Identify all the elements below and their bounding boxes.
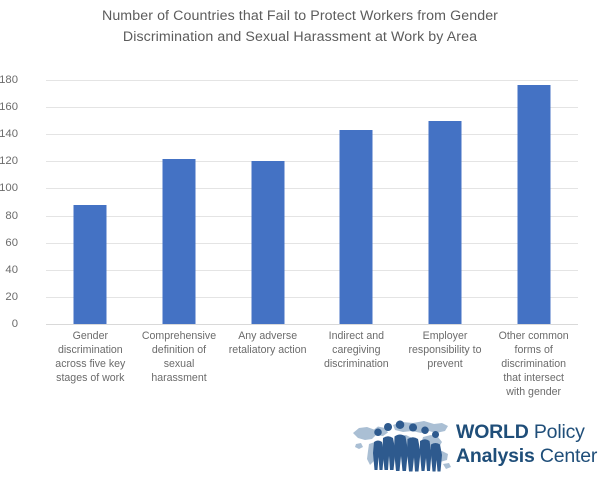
x-axis-category-line: Any adverse — [238, 330, 298, 342]
x-axis-category-line: Employer — [422, 330, 468, 342]
gridline-180 — [46, 80, 578, 81]
gridline-160 — [46, 107, 578, 109]
y-axis-tick-label: 100 — [0, 182, 18, 195]
bar[interactable] — [251, 161, 285, 324]
x-axis-category-line: Other common — [498, 330, 569, 342]
logo-analysis: Analysis — [456, 445, 535, 467]
bar[interactable] — [517, 85, 551, 324]
gridline-100 — [46, 188, 578, 190]
bar[interactable] — [162, 158, 196, 324]
logo-center: Center — [534, 445, 598, 467]
x-axis-category-line: Comprehensive — [141, 330, 217, 342]
gridline-40 — [46, 269, 578, 271]
gridline-20 — [46, 296, 578, 298]
gridline-140 — [46, 134, 578, 136]
y-axis-tick-label: 0 — [11, 318, 18, 330]
x-axis-category-line: prevent — [427, 358, 463, 370]
x-axis-category-line: discrimination — [323, 358, 389, 370]
x-axis-category-line: with gender — [506, 386, 562, 398]
x-axis-category-label: Any adverse retaliatory action — [220, 329, 316, 357]
x-axis-category-line: caregiving — [332, 344, 381, 356]
x-axis-category-line: forms of — [514, 344, 553, 356]
y-axis-tick-label: 180 — [0, 74, 18, 86]
x-axis-category-label: Other common forms of discrimination that i… — [486, 329, 582, 399]
x-axis-category-line: definition of — [151, 344, 207, 356]
x-axis-category-line: responsibility to — [408, 344, 482, 356]
chart-title: Number of Countries that Fail to Protect… — [101, 8, 499, 45]
gridline-60 — [46, 242, 578, 244]
x-axis-category-line: stages of work — [56, 372, 125, 384]
logo-policy: Policy — [528, 421, 585, 443]
y-axis-tick-label: 120 — [0, 155, 18, 168]
x-axis-category-line: across five key — [55, 358, 126, 370]
y-axis-tick-label: 160 — [0, 101, 18, 114]
y-axis-tick-label: 80 — [5, 209, 18, 222]
x-axis-category-line: sexual — [163, 358, 195, 370]
logo-world: WORLD — [456, 421, 529, 443]
x-axis-labels: Gender discrimination across five key stage… — [46, 329, 578, 409]
y-axis-tick-label: 140 — [0, 128, 18, 141]
logo-text: WORLD Policy Analysis Center — [456, 420, 597, 468]
y-axis-tick-label: 40 — [5, 263, 18, 276]
plot-area: 0 20 40 60 80 100 120 140 160 180 — [0, 74, 578, 330]
x-axis-category-line: retaliatory action — [228, 344, 307, 356]
bar[interactable] — [428, 120, 462, 324]
gridline-120 — [46, 161, 578, 163]
gridline-0 — [46, 324, 578, 325]
x-axis-category-label: Comprehensive definition of sexual harassme… — [131, 329, 227, 385]
x-axis-category-label: Indirect and caregiving discrimination — [308, 329, 404, 371]
bar[interactable] — [339, 130, 373, 324]
logo-line-2: Analysis Center — [456, 444, 597, 468]
x-axis-category-line: that intersect — [503, 372, 564, 384]
x-axis-category-label: Employer responsibility to prevent — [397, 329, 493, 371]
world-map-people-icon — [353, 420, 451, 472]
world-policy-analysis-center-logo: WORLD Policy Analysis Center — [350, 414, 597, 476]
x-axis-category-line: Indirect and — [328, 330, 384, 342]
logo-line-1: WORLD Policy — [456, 420, 597, 444]
y-axis-tick-label: 60 — [5, 236, 18, 249]
x-axis-category-label: Gender discrimination across five key stage… — [42, 329, 138, 385]
x-axis-category-line: discrimination — [501, 358, 567, 370]
bar[interactable] — [73, 204, 107, 324]
gridline-80 — [46, 215, 578, 217]
bar-series — [46, 80, 578, 324]
y-axis-tick-label: 20 — [5, 290, 18, 303]
x-axis-category-line: discrimination — [57, 344, 123, 356]
x-axis-category-line: harassment — [151, 372, 207, 384]
x-axis-category-line: Gender — [72, 330, 108, 342]
